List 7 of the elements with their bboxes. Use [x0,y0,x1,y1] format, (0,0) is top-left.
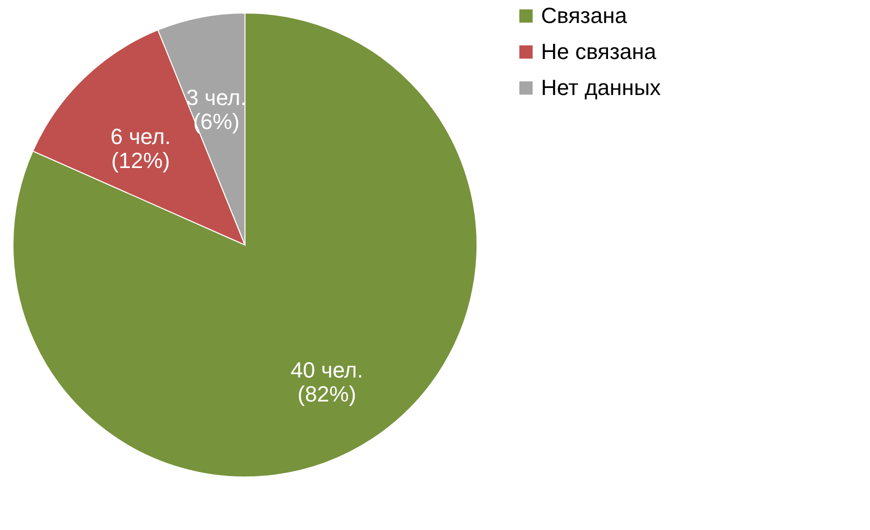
legend-label: Не связана [541,39,658,64]
pie-slice [12,12,478,478]
data-label: 3 чел. (6%) [186,84,246,134]
legend-label: Нет данных [541,75,661,100]
legend-label: Связана [541,3,628,28]
data-label: 6 чел. (12%) [110,124,171,174]
data-label: 40 чел. (82%) [290,358,364,407]
